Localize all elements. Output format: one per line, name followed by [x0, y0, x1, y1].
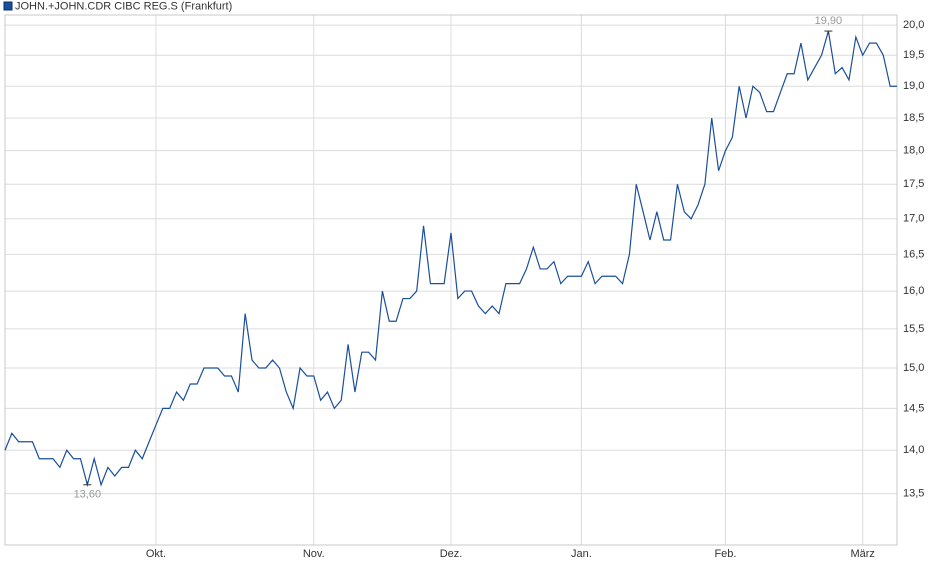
- y-tick-label: 16,0: [903, 285, 924, 297]
- legend-label: JOHN.+JOHN.CDR CIBC REG.S (Frankfurt): [15, 0, 232, 12]
- y-tick-label: 19,5: [903, 49, 924, 61]
- line-series: [4, 30, 897, 488]
- annotation-label: 19,90: [815, 15, 843, 27]
- y-tick-label: 19,0: [903, 80, 924, 92]
- x-tick-label: Dez.: [440, 548, 463, 560]
- y-tick-label: 20,0: [903, 19, 924, 31]
- x-tick-label: Jan.: [571, 548, 592, 560]
- y-tick-label: 17,0: [903, 213, 924, 225]
- y-tick-label: 15,0: [903, 362, 924, 374]
- x-tick-label: Feb.: [714, 548, 736, 560]
- annotation-label: 13,60: [74, 489, 102, 501]
- x-tick-label: März: [850, 548, 874, 560]
- y-tick-label: 16,5: [903, 248, 924, 260]
- y-tick-label: 14,0: [903, 444, 924, 456]
- y-tick-label: 18,0: [903, 145, 924, 157]
- y-tick-label: 13,5: [903, 487, 924, 499]
- y-tick-label: 18,5: [903, 112, 924, 124]
- x-tick-label: Okt.: [146, 548, 166, 560]
- legend-swatch: [3, 1, 13, 11]
- plot-frame: [4, 14, 898, 546]
- y-tick-label: 15,5: [903, 323, 924, 335]
- y-tick-label: 14,5: [903, 402, 924, 414]
- x-tick-label: Nov.: [303, 548, 325, 560]
- y-tick-label: 17,5: [903, 178, 924, 190]
